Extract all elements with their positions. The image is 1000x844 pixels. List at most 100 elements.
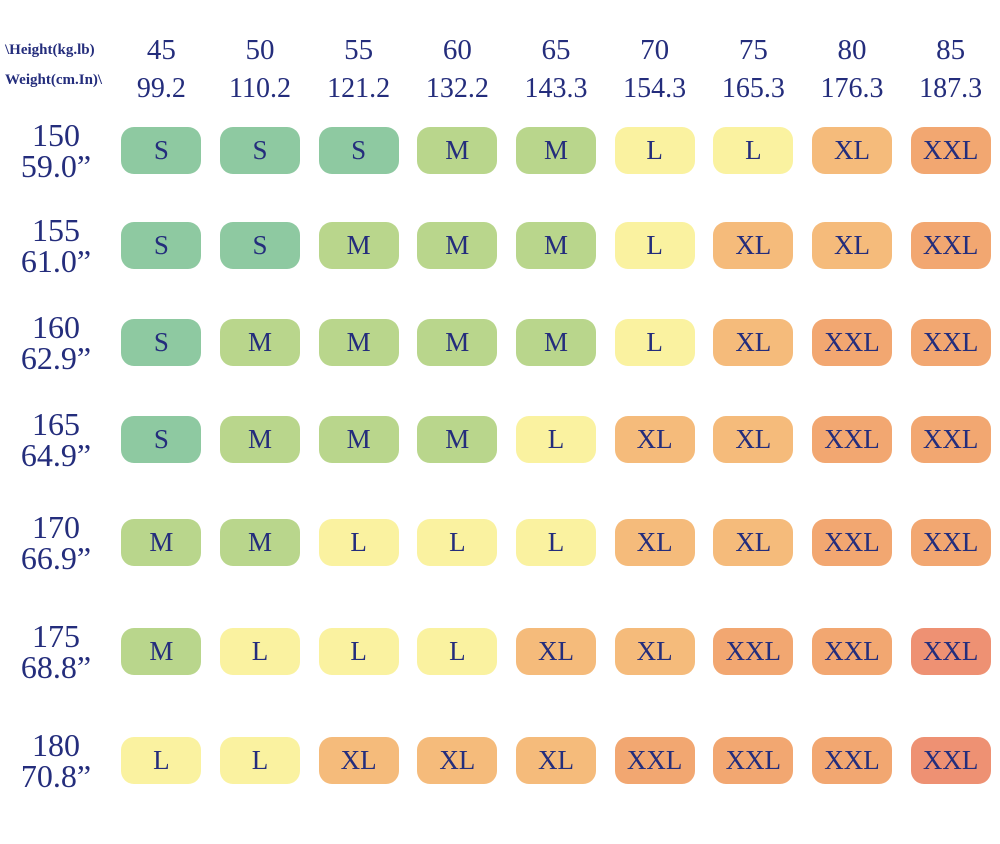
height-inch-value: 62.9” bbox=[20, 339, 92, 376]
size-cell: L bbox=[112, 737, 211, 784]
weight-lb-value: 165.3 bbox=[721, 73, 785, 104]
size-cell: S bbox=[112, 319, 211, 366]
size-pill: S bbox=[121, 319, 202, 366]
size-cell: M bbox=[211, 319, 310, 366]
size-pill: L bbox=[515, 416, 596, 463]
height-row-label: 180 70.8” bbox=[0, 729, 112, 794]
size-pill: L bbox=[318, 519, 399, 566]
height-row-label: 165 64.9” bbox=[0, 405, 112, 471]
weight-column-header: 75 165.3 bbox=[704, 0, 803, 104]
size-cell: XL bbox=[803, 222, 902, 269]
weight-kg-value: 80 bbox=[837, 34, 867, 66]
size-cell: S bbox=[112, 222, 211, 269]
size-pill: L bbox=[614, 127, 695, 174]
size-cell: M bbox=[507, 127, 606, 174]
size-cell: XL bbox=[605, 519, 704, 566]
size-cell: L bbox=[605, 127, 704, 174]
size-cell: M bbox=[408, 127, 507, 174]
size-pill: XL bbox=[614, 519, 695, 566]
size-pill: M bbox=[318, 319, 399, 366]
height-inch-value: 70.8” bbox=[20, 757, 92, 794]
weight-column-header: 50 110.2 bbox=[211, 0, 310, 104]
table-row: 180 70.8” L L XL XL XL XXL XXL XXL XXL bbox=[0, 706, 1000, 815]
size-cell: L bbox=[408, 519, 507, 566]
size-pill: S bbox=[121, 127, 202, 174]
weight-kg-value: 70 bbox=[640, 34, 670, 66]
size-pill: XXL bbox=[811, 319, 892, 366]
size-pill: XL bbox=[713, 519, 794, 566]
weight-column-header: 70 154.3 bbox=[605, 0, 704, 104]
height-row-label: 170 66.9” bbox=[0, 508, 112, 574]
height-row-label: 160 62.9” bbox=[0, 308, 112, 376]
size-cell: XXL bbox=[803, 519, 902, 566]
weight-kg-value: 60 bbox=[442, 34, 472, 66]
table-row: 150 59.0” S S S M M L L XL XXL bbox=[0, 104, 1000, 197]
size-pill: L bbox=[219, 737, 300, 784]
height-row-label: 175 68.8” bbox=[0, 620, 112, 683]
size-cell: M bbox=[507, 222, 606, 269]
size-pill: XXL bbox=[910, 319, 991, 366]
size-cell: M bbox=[408, 319, 507, 366]
size-cell: M bbox=[112, 628, 211, 675]
size-pill: M bbox=[318, 222, 399, 269]
table-row: 155 61.0” S S M M M L XL XL XXL bbox=[0, 197, 1000, 294]
weight-column-header: 45 99.2 bbox=[112, 0, 211, 104]
size-pill: XXL bbox=[811, 628, 892, 675]
size-cell: M bbox=[211, 416, 310, 463]
weight-kg-value: 50 bbox=[245, 34, 275, 66]
weight-kg-value: 75 bbox=[738, 34, 768, 66]
size-cell: S bbox=[211, 127, 310, 174]
weight-lb-value: 121.2 bbox=[327, 73, 391, 104]
size-pill: L bbox=[515, 519, 596, 566]
size-pill: S bbox=[121, 222, 202, 269]
height-axis-label: \Height(kg.lb) bbox=[5, 42, 95, 58]
size-pill: L bbox=[417, 519, 498, 566]
size-pill: XXL bbox=[910, 628, 991, 675]
table-row: 175 68.8” M L L L XL XL XXL XXL XXL bbox=[0, 597, 1000, 706]
size-pill: M bbox=[219, 519, 300, 566]
size-cell: M bbox=[112, 519, 211, 566]
size-pill: XL bbox=[417, 737, 498, 784]
weight-column-header: 80 176.3 bbox=[803, 0, 902, 104]
size-cell: S bbox=[309, 127, 408, 174]
size-pill: XL bbox=[318, 737, 399, 784]
size-cell: L bbox=[211, 628, 310, 675]
size-cell: XXL bbox=[803, 737, 902, 784]
size-cell: L bbox=[309, 628, 408, 675]
height-cm-value: 160 bbox=[32, 308, 80, 345]
size-pill: XL bbox=[713, 222, 794, 269]
height-cm-value: 155 bbox=[32, 211, 80, 248]
height-cm-value: 165 bbox=[32, 405, 80, 442]
size-cell: XL bbox=[507, 737, 606, 784]
size-cell: L bbox=[408, 628, 507, 675]
height-row-label: 155 61.0” bbox=[0, 211, 112, 277]
size-cell: L bbox=[605, 222, 704, 269]
size-pill: XXL bbox=[910, 519, 991, 566]
size-pill: M bbox=[515, 319, 596, 366]
size-cell: XL bbox=[408, 737, 507, 784]
weight-kg-value: 45 bbox=[146, 34, 176, 66]
size-pill: M bbox=[417, 127, 498, 174]
size-pill: M bbox=[219, 319, 300, 366]
size-pill: XL bbox=[515, 737, 596, 784]
size-cell: M bbox=[309, 416, 408, 463]
size-cell: XL bbox=[605, 416, 704, 463]
weight-column-header: 85 187.3 bbox=[901, 0, 1000, 104]
size-pill: L bbox=[614, 222, 695, 269]
size-cell: XXL bbox=[704, 737, 803, 784]
size-pill: S bbox=[121, 416, 202, 463]
weight-lb-value: 176.3 bbox=[820, 73, 884, 104]
size-cell: XXL bbox=[901, 319, 1000, 366]
size-pill: M bbox=[121, 628, 202, 675]
weight-column-header: 65 143.3 bbox=[507, 0, 606, 104]
size-pill: XXL bbox=[713, 737, 794, 784]
size-pill: XXL bbox=[811, 519, 892, 566]
size-pill: XXL bbox=[811, 416, 892, 463]
weight-kg-value: 85 bbox=[936, 34, 966, 66]
size-cell: L bbox=[507, 519, 606, 566]
size-cell: XL bbox=[704, 416, 803, 463]
size-cell: XXL bbox=[901, 519, 1000, 566]
height-cm-value: 170 bbox=[32, 508, 80, 545]
size-cell: XL bbox=[704, 319, 803, 366]
size-pill: M bbox=[121, 519, 202, 566]
